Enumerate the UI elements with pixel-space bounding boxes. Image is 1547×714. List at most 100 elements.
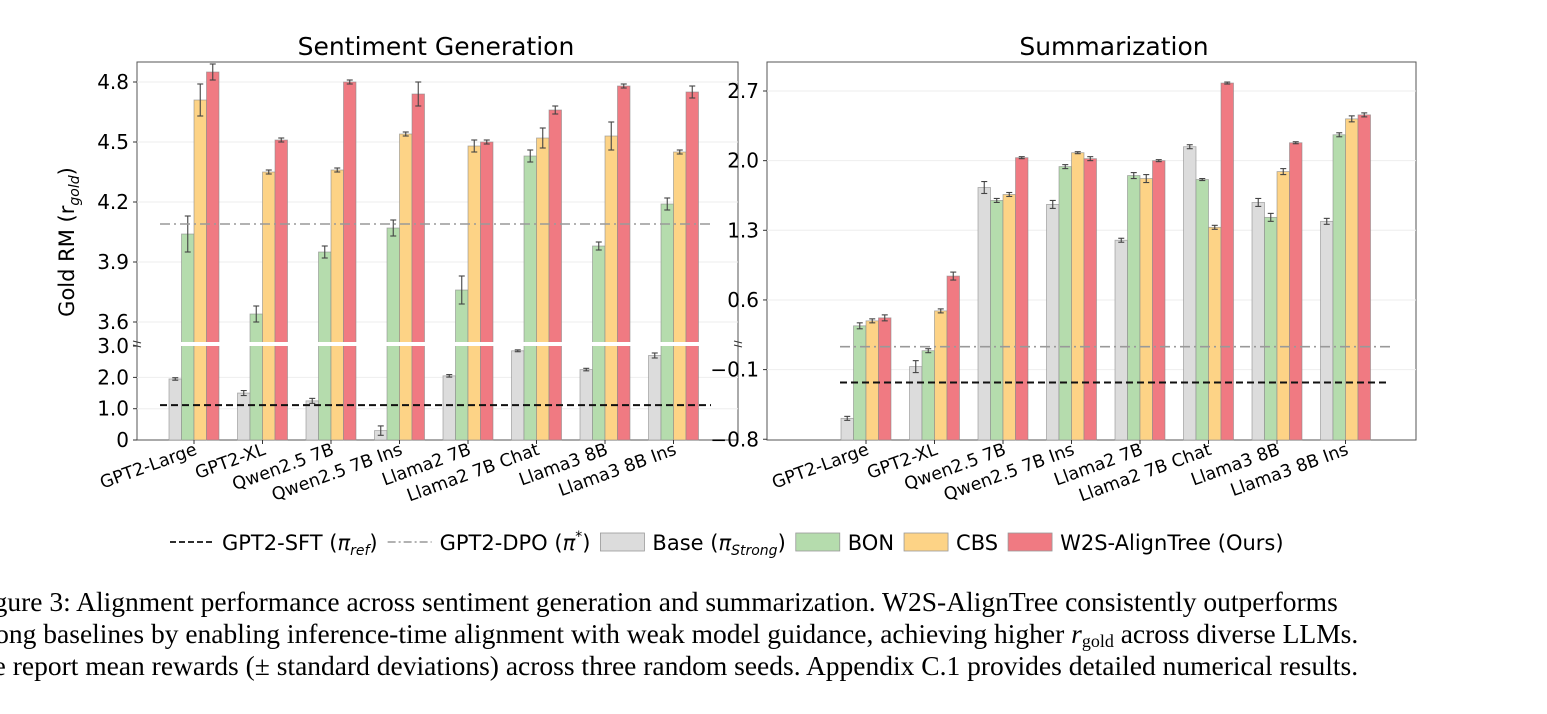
x-tick-label: GPT2-Large bbox=[769, 440, 871, 494]
bar bbox=[548, 109, 562, 441]
bar bbox=[1058, 166, 1072, 441]
bar bbox=[865, 320, 879, 441]
bar bbox=[1332, 134, 1346, 441]
legend-label: CBS bbox=[956, 531, 998, 555]
bar bbox=[249, 313, 263, 441]
bar bbox=[934, 310, 948, 441]
legend-label: Base (πStrong) bbox=[652, 531, 785, 559]
bar bbox=[467, 145, 481, 441]
legend-item: BON bbox=[795, 531, 894, 555]
bar bbox=[480, 141, 494, 441]
bar bbox=[673, 151, 687, 441]
bar bbox=[840, 417, 854, 441]
caption-text: across diverse LLMs. bbox=[1113, 618, 1359, 649]
bar bbox=[990, 200, 1004, 441]
caption-math-r: r bbox=[1071, 618, 1082, 649]
figure-caption: igure 3: Alignment performance across se… bbox=[0, 586, 1486, 682]
bar bbox=[1220, 82, 1234, 441]
bar bbox=[1320, 220, 1334, 441]
bar bbox=[455, 289, 469, 441]
bar bbox=[330, 169, 344, 441]
bar bbox=[442, 375, 456, 441]
legend-item: W2S-AlignTree (Ours) bbox=[1007, 531, 1284, 555]
bar bbox=[1127, 175, 1141, 441]
axis-break-mark bbox=[132, 344, 142, 348]
bar bbox=[193, 99, 207, 441]
y-tick-label: 4.5 bbox=[97, 130, 129, 154]
legend-swatch bbox=[600, 532, 645, 552]
legend-item: GPT2-SFT (πref) bbox=[170, 531, 378, 559]
legend-item: Base (πStrong) bbox=[600, 531, 786, 559]
summarization-chart: −0.8−0.10.61.32.02.7GPT2-LargeGPT2-XLQwe… bbox=[710, 32, 1417, 506]
bar bbox=[1208, 226, 1222, 441]
bar bbox=[343, 81, 357, 441]
axis-break-mark bbox=[132, 340, 142, 344]
legend-item: CBS bbox=[903, 531, 998, 555]
bar bbox=[386, 227, 400, 441]
bar bbox=[1276, 171, 1290, 441]
bar bbox=[237, 392, 251, 441]
axis-break-band bbox=[138, 342, 737, 346]
bar bbox=[168, 378, 182, 441]
bar bbox=[1345, 118, 1359, 441]
bar bbox=[262, 171, 276, 441]
bar bbox=[878, 317, 892, 441]
bar bbox=[305, 400, 319, 441]
bar bbox=[411, 93, 425, 441]
legend: GPT2-SFT (πref) GPT2-DPO (π*) Base (πStron… bbox=[170, 529, 1284, 559]
legend-label: GPT2-SFT (πref) bbox=[222, 531, 378, 559]
chart-title: Sentiment Generation bbox=[298, 32, 575, 61]
legend-label: W2S-AlignTree (Ours) bbox=[1060, 531, 1283, 555]
bar bbox=[1152, 160, 1166, 441]
caption-line-1: igure 3: Alignment performance across se… bbox=[0, 586, 1338, 617]
bar bbox=[977, 187, 991, 441]
y-tick-label: 3.0 bbox=[97, 334, 129, 358]
axis-break-mark bbox=[733, 340, 743, 344]
chart-title: Summarization bbox=[1019, 32, 1208, 61]
y-tick-label: 0.6 bbox=[727, 288, 759, 312]
bar bbox=[399, 133, 413, 441]
caption-line-2: rong baselines by enabling inference-tim… bbox=[0, 618, 1486, 651]
y-tick-label: 2.7 bbox=[727, 79, 759, 103]
bar bbox=[1357, 114, 1371, 441]
caption-math-sub: gold bbox=[1081, 631, 1114, 651]
bar bbox=[1015, 157, 1029, 441]
bar bbox=[1071, 152, 1085, 441]
bar bbox=[617, 85, 631, 441]
y-tick-label: 4.8 bbox=[97, 70, 129, 94]
plot-frame bbox=[136, 61, 739, 441]
y-tick-label: 2.0 bbox=[97, 365, 129, 389]
axis-break-mark bbox=[733, 344, 743, 348]
bar bbox=[1264, 216, 1278, 441]
legend-swatch bbox=[795, 532, 841, 552]
bar bbox=[921, 350, 935, 441]
bar bbox=[523, 155, 537, 441]
figure: 3.6 3.9 4.2 4.5 4.8 0 1.0 2.0 3.0 GPT2-Large GPT2-… bbox=[55, 32, 1417, 559]
legend-label: GPT2-DPO (π*) bbox=[440, 529, 591, 555]
bar bbox=[1114, 239, 1128, 441]
bar bbox=[909, 366, 923, 441]
bar bbox=[1251, 202, 1265, 441]
legend-swatch bbox=[1007, 532, 1053, 552]
bar bbox=[1289, 142, 1303, 441]
x-tick-label: GPT2-Large bbox=[97, 440, 199, 494]
y-tick-label: −0.8 bbox=[710, 427, 759, 451]
y-tick-label: 4.2 bbox=[97, 190, 129, 214]
y-tick-label: 1.0 bbox=[97, 397, 129, 421]
legend-swatch bbox=[903, 532, 949, 552]
bar bbox=[1002, 194, 1016, 441]
bar bbox=[946, 275, 960, 441]
legend-item: GPT2-DPO (π*) bbox=[387, 529, 591, 555]
caption-line-3: /e report mean rewards (± standard devia… bbox=[0, 650, 1359, 681]
bar bbox=[206, 71, 220, 441]
bar bbox=[1083, 158, 1097, 441]
y-tick-label: −0.1 bbox=[710, 358, 759, 382]
y-tick-label: 3.6 bbox=[97, 310, 129, 334]
y-tick-label: 1.3 bbox=[727, 218, 759, 242]
bar bbox=[604, 135, 618, 441]
sentiment-chart: 3.63.94.24.54.801.02.03.0GPT2-LargeGPT2-… bbox=[55, 32, 743, 506]
bar bbox=[1195, 179, 1209, 441]
bar bbox=[648, 355, 662, 441]
legend-label: BON bbox=[848, 531, 894, 555]
y-tick-label: 0 bbox=[116, 428, 129, 452]
